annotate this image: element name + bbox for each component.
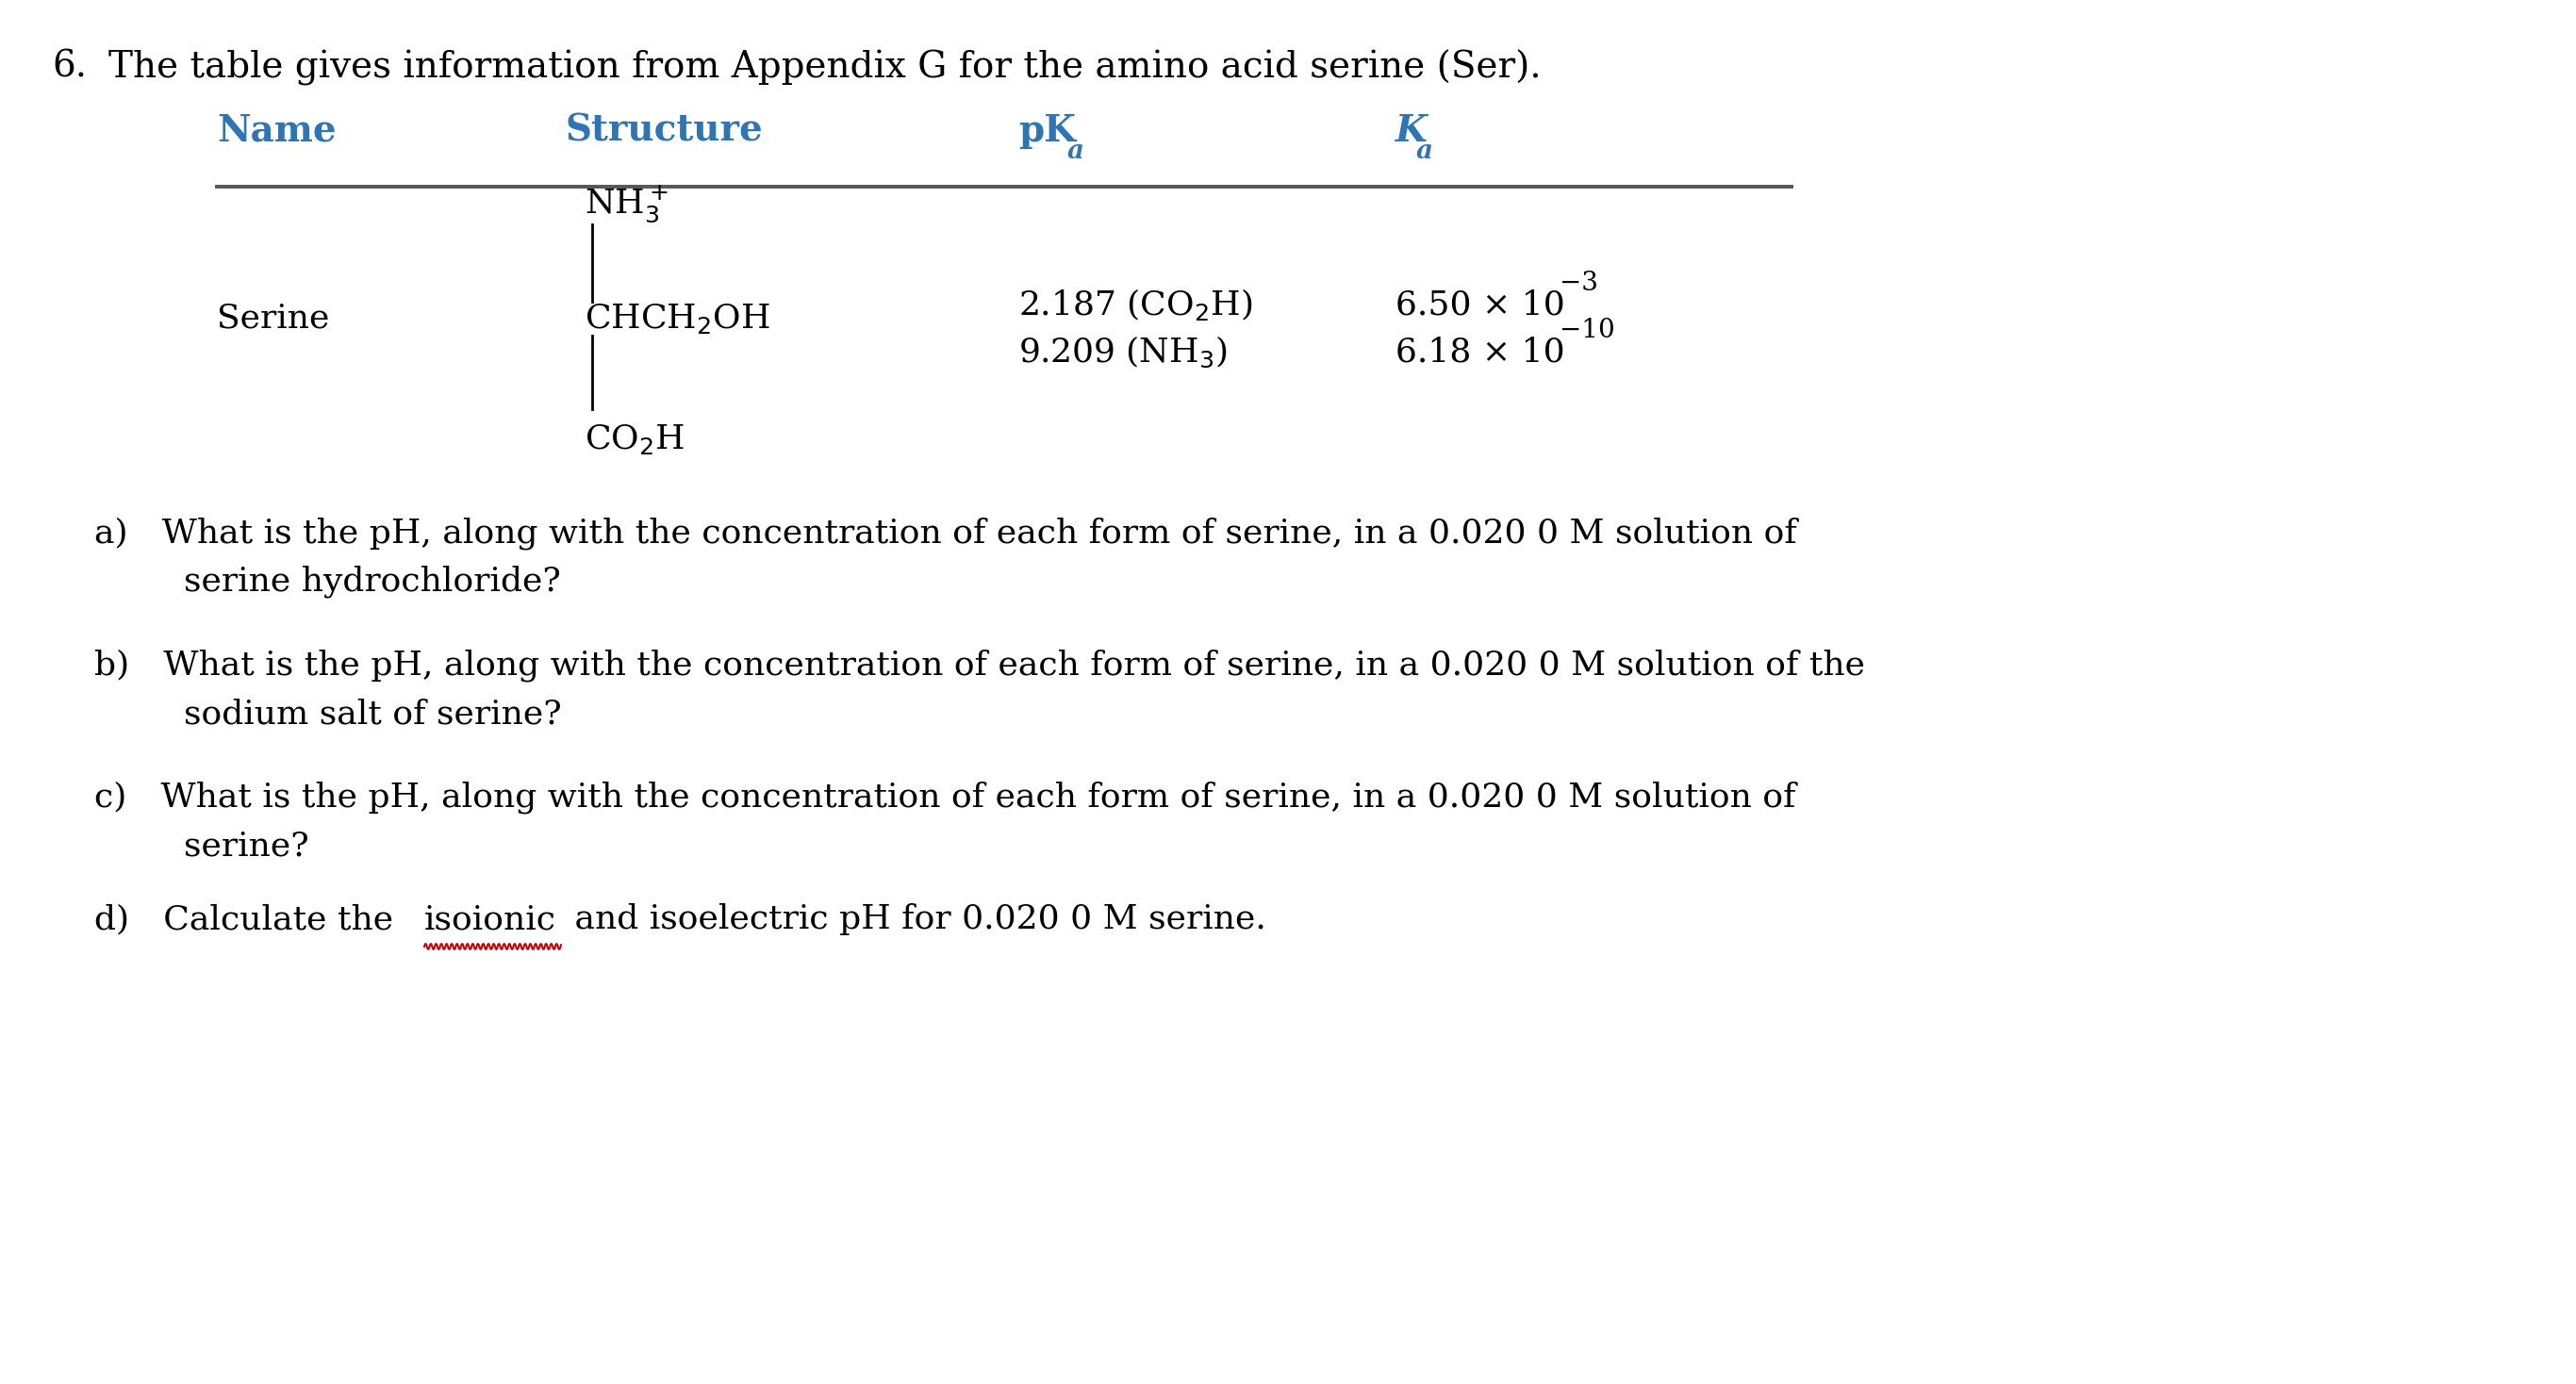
Text: CHCH$_2$OH: CHCH$_2$OH (585, 302, 770, 336)
Text: −10: −10 (1558, 318, 1615, 343)
Text: d) Calculate the: d) Calculate the (95, 904, 404, 936)
Text: K: K (1396, 113, 1427, 149)
Text: sodium salt of serine?: sodium salt of serine? (183, 698, 562, 729)
Text: 6.50 × 10: 6.50 × 10 (1396, 288, 1566, 321)
Text: NH$_3^+$: NH$_3^+$ (585, 183, 667, 224)
Text: The table gives information from Appendix G for the amino acid serine (Ser).: The table gives information from Appendi… (108, 50, 1540, 86)
Text: Serine: Serine (216, 303, 330, 335)
Text: b) What is the pH, along with the concentration of each form of serine, in a 0.0: b) What is the pH, along with the concen… (95, 649, 1865, 681)
Text: a) What is the pH, along with the concentration of each form of serine, in a 0.0: a) What is the pH, along with the concen… (95, 516, 1798, 549)
Text: a: a (1066, 138, 1084, 165)
Text: Name: Name (216, 113, 337, 149)
Text: c) What is the pH, along with the concentration of each form of serine, in a 0.0: c) What is the pH, along with the concen… (95, 781, 1795, 814)
Text: 9.209 (NH$_3$): 9.209 (NH$_3$) (1018, 334, 1226, 370)
Text: 6.: 6. (52, 50, 88, 84)
Text: 6.18 × 10: 6.18 × 10 (1396, 336, 1564, 368)
Text: isoionic: isoionic (425, 904, 556, 936)
Text: serine?: serine? (183, 829, 309, 862)
Text: serine hydrochloride?: serine hydrochloride? (183, 566, 562, 598)
Text: 2.187 (CO$_2$H): 2.187 (CO$_2$H) (1018, 286, 1252, 322)
Text: −3: −3 (1558, 271, 1597, 296)
Text: and isoelectric pH for 0.020 0 M serine.: and isoelectric pH for 0.020 0 M serine. (564, 904, 1267, 936)
Text: a: a (1417, 138, 1432, 165)
Text: pK: pK (1018, 113, 1077, 149)
Text: Structure: Structure (567, 113, 762, 149)
Text: CO$_2$H: CO$_2$H (585, 422, 685, 457)
